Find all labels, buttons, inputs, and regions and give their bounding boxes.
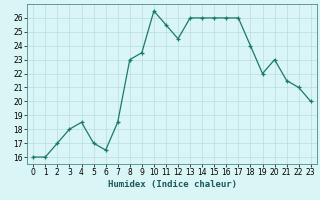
X-axis label: Humidex (Indice chaleur): Humidex (Indice chaleur): [108, 180, 236, 189]
